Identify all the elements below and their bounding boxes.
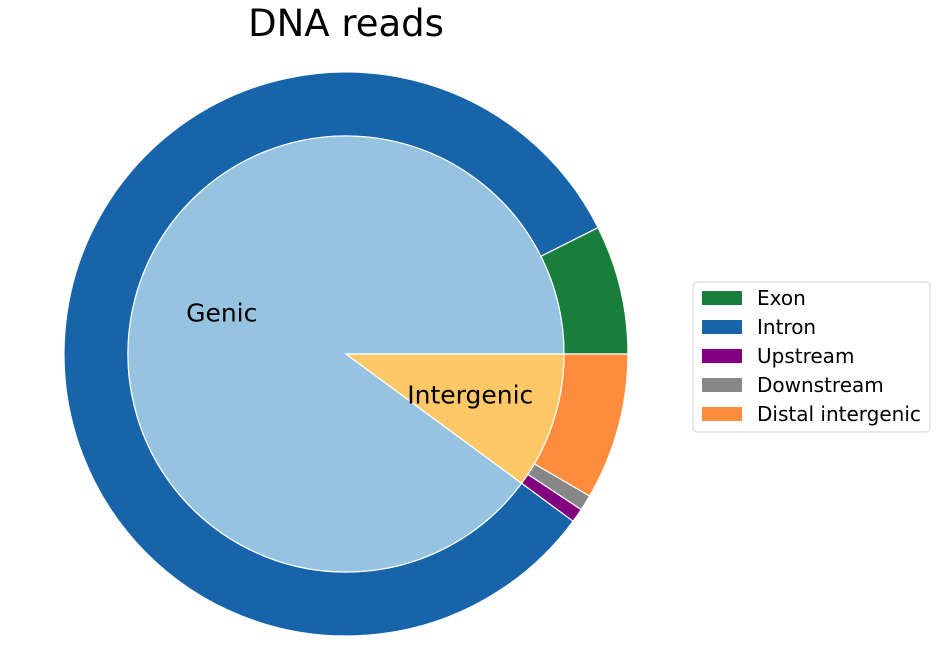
- legend-label-downstream: Downstream: [757, 373, 884, 397]
- legend-swatch-distal-intergenic: [702, 407, 742, 421]
- legend: Exon Intron Upstream Downstream Distal inter…: [692, 281, 931, 433]
- legend-label-intron: Intron: [757, 315, 816, 339]
- legend-swatch-upstream: [702, 349, 742, 363]
- legend-swatch-exon: [702, 291, 742, 305]
- inner-slice-intergenic: [344, 353, 565, 485]
- inner-label-genic: Genic: [186, 299, 257, 328]
- legend-label-distal-intergenic: Distal intergenic: [757, 402, 921, 426]
- inner-labels: Genic Intergenic: [186, 299, 533, 410]
- legend-swatch-downstream: [702, 378, 742, 392]
- legend-frame: [692, 281, 931, 433]
- chart-title: DNA reads: [248, 2, 444, 45]
- legend-swatch-intron: [702, 320, 742, 334]
- inner-pie: [127, 135, 565, 573]
- legend-label-upstream: Upstream: [757, 344, 854, 368]
- legend-label-exon: Exon: [757, 286, 806, 310]
- inner-label-intergenic: Intergenic: [407, 380, 533, 409]
